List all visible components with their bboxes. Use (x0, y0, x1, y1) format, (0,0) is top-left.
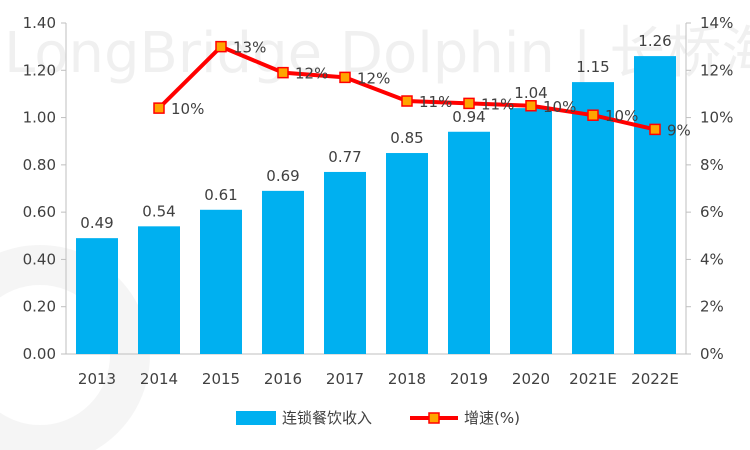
bar-value-label: 0.54 (142, 202, 175, 220)
bar (386, 153, 428, 354)
left-tick-label: 0.60 (23, 203, 56, 221)
growth-marker (649, 123, 661, 136)
left-tick-label: 0.80 (23, 156, 56, 174)
bar-series (76, 56, 676, 354)
x-tick-label: 2014 (140, 370, 178, 388)
growth-marker (587, 109, 599, 121)
left-tick-label: 0.20 (23, 298, 56, 316)
legend-bar-label: 连锁餐饮收入 (282, 409, 372, 427)
left-tick-label: 1.20 (23, 61, 56, 79)
right-tick-label: 2% (700, 298, 724, 316)
line-data-labels: 10% 13% 12% 12% 11% 11% 10% 10% 9% (171, 39, 691, 140)
growth-value-label: 11% (419, 93, 452, 111)
bar (634, 56, 676, 354)
x-tick-label: 2021E (569, 370, 617, 388)
x-tick-label: 2020 (512, 370, 550, 388)
bar (448, 131, 490, 354)
growth-value-label: 10% (171, 100, 204, 118)
growth-value-label: 13% (233, 39, 266, 57)
legend-bar-swatch (236, 411, 276, 425)
left-tick-label: 1.40 (23, 14, 56, 32)
growth-marker (525, 100, 537, 112)
right-tick-label: 10% (700, 109, 733, 127)
bar (262, 190, 304, 354)
growth-marker (463, 97, 475, 110)
bar (76, 238, 118, 354)
left-tick-label: 0.00 (23, 345, 56, 363)
axes: 0.00 0.20 0.40 0.60 0.80 1.00 1.20 1.40 0% 2% 4% 6%… (23, 14, 734, 388)
x-tick-label: 2018 (388, 370, 426, 388)
growth-value-label: 12% (357, 69, 390, 87)
bar-value-label: 0.61 (204, 186, 237, 204)
bar (572, 82, 614, 354)
watermark-text: LongBridge Dolphin | 长桥海豚投研 (4, 21, 750, 86)
bar (200, 209, 242, 354)
bar-data-labels: 0.49 0.54 0.61 0.69 0.77 0.85 0.94 1.04 1.15 1.26 (80, 32, 671, 232)
growth-marker (215, 40, 227, 53)
growth-value-label: 10% (543, 98, 576, 116)
x-tick-label: 2015 (202, 370, 240, 388)
bar (324, 171, 366, 354)
right-tick-label: 12% (700, 61, 733, 79)
right-tick-label: 14% (700, 14, 733, 32)
left-tick-label: 1.00 (23, 109, 56, 127)
bar (510, 108, 552, 354)
bar-value-label: 1.26 (638, 32, 671, 50)
growth-marker (401, 95, 413, 107)
x-tick-label: 2016 (264, 370, 302, 388)
bar-value-label: 0.49 (80, 214, 113, 232)
growth-marker (277, 66, 289, 79)
right-tick-label: 0% (700, 345, 724, 363)
x-tick-label: 2017 (326, 370, 364, 388)
growth-value-label: 12% (295, 65, 328, 83)
x-tick-label: 2019 (450, 370, 488, 388)
right-tick-label: 4% (700, 250, 724, 268)
legend: 连锁餐饮收入 增速(%) (236, 409, 520, 427)
bar-value-label: 1.04 (514, 84, 547, 102)
x-tick-label: 2022E (631, 370, 679, 388)
growth-marker (339, 71, 351, 84)
growth-value-label: 10% (605, 107, 638, 125)
bar (138, 226, 180, 354)
line-series (153, 40, 661, 136)
growth-marker (153, 102, 165, 114)
right-tick-label: 6% (700, 203, 724, 221)
bar-value-label: 0.85 (390, 129, 423, 147)
growth-value-label: 11% (481, 95, 514, 113)
bar-value-label: 0.69 (266, 167, 299, 185)
left-tick-label: 0.40 (23, 250, 56, 268)
watermark: LongBridge Dolphin | 长桥海豚投研 (0, 21, 750, 450)
legend-line-marker (428, 412, 440, 424)
bar-value-label: 0.94 (452, 108, 485, 126)
legend-line-label: 增速(%) (464, 409, 520, 427)
bar-value-label: 1.15 (576, 58, 609, 76)
right-tick-label: 8% (700, 156, 724, 174)
growth-value-label: 9% (667, 121, 691, 139)
x-tick-label: 2013 (78, 370, 116, 388)
bar-value-label: 0.77 (328, 148, 361, 166)
